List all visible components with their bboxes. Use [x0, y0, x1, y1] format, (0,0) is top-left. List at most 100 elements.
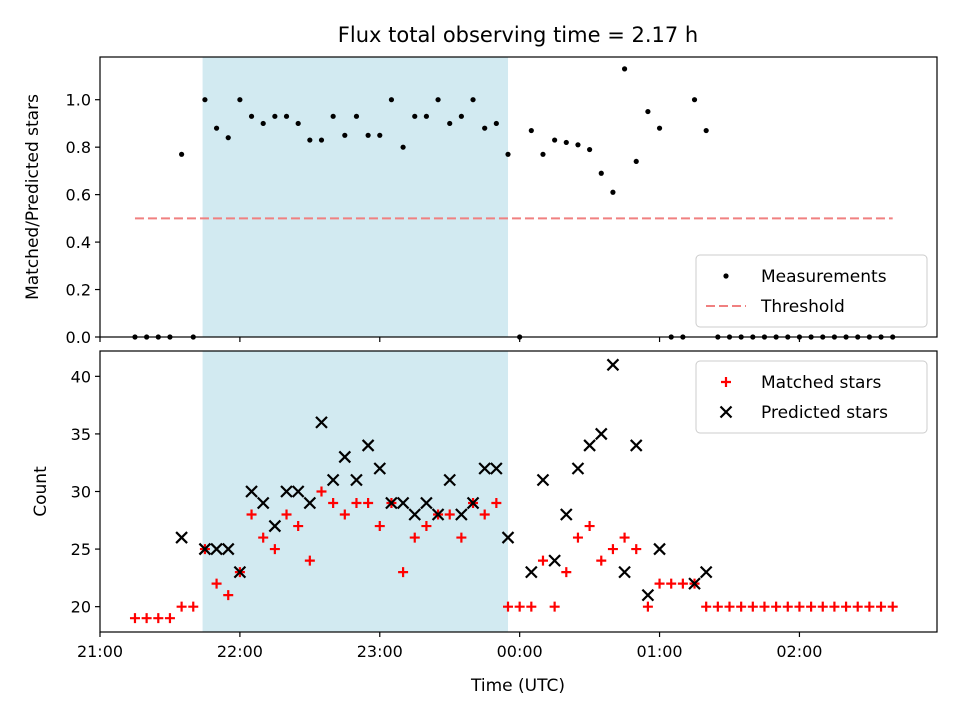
legend-label: Measurements — [761, 267, 887, 287]
y-tick-label: 1.0 — [66, 91, 91, 110]
measurements-point — [552, 137, 558, 143]
predicted-stars-point — [315, 416, 328, 429]
measurements-point — [272, 113, 278, 119]
measurements-point — [388, 97, 395, 103]
legend-marker — [723, 273, 729, 279]
predicted-stars-point — [431, 508, 445, 521]
ratio-axes-frame — [99, 56, 938, 338]
y-tick-label: 0.2 — [66, 281, 91, 300]
measurements-point — [447, 120, 453, 127]
matched-stars-point — [782, 601, 793, 612]
y-tick-label: 35 — [71, 425, 91, 444]
measurements-point — [470, 97, 476, 103]
matched-stars-point — [852, 601, 863, 612]
legend-box — [695, 254, 928, 328]
matched-stars-point — [619, 532, 630, 543]
x-tick-label: 02:00 — [776, 642, 822, 661]
predicted-stars-point — [361, 439, 375, 452]
matched-stars-point — [223, 590, 234, 601]
matched-stars-point — [503, 601, 514, 612]
measurements-point — [318, 137, 325, 143]
predicted-stars-point — [210, 542, 223, 556]
matched-stars-point — [526, 601, 537, 612]
measurements-point — [633, 158, 639, 165]
x-tick-label: 23:00 — [357, 642, 403, 661]
measurements-point — [598, 170, 604, 176]
matched-stars-point — [549, 601, 560, 612]
matched-stars-point — [572, 532, 583, 543]
measurements-point — [412, 113, 418, 119]
matched-stars-point — [607, 544, 618, 555]
matched-stars-point — [316, 486, 327, 497]
matched-stars-point — [211, 578, 222, 589]
matched-stars-point — [736, 601, 747, 612]
predicted-stars-point — [583, 439, 596, 452]
measurements-point — [202, 97, 208, 103]
matched-stars-point — [759, 601, 770, 612]
measurements-point — [179, 151, 185, 157]
matched-stars-point — [141, 613, 152, 624]
measurements-point — [505, 151, 511, 157]
matched-stars-point — [374, 521, 385, 532]
predicted-stars-point — [560, 508, 573, 521]
count-legend: Matched stars Predicted stars — [695, 360, 928, 434]
measurements-point — [377, 132, 383, 138]
measurements-point — [365, 132, 371, 138]
matched-stars-point — [304, 555, 315, 566]
count-shaded-span — [202, 351, 509, 632]
predicted-stars-point — [280, 485, 293, 498]
legend-label: Predicted stars — [761, 403, 888, 423]
y-tick-label: 0.8 — [66, 138, 91, 157]
predicted-stars-point — [653, 542, 666, 556]
measurements-point — [435, 97, 441, 103]
measurements-point — [645, 108, 651, 115]
matched-stars-point — [444, 509, 455, 520]
matched-stars-point — [164, 613, 175, 624]
matched-stars-point — [829, 601, 840, 612]
predicted-stars-point — [699, 565, 713, 579]
measurements-point — [621, 66, 628, 72]
matched-stars-point — [246, 509, 257, 520]
y-tick-label: 0.6 — [66, 186, 91, 205]
predicted-stars-point — [490, 462, 503, 475]
matched-stars-point — [806, 601, 817, 612]
measurements-point — [587, 146, 593, 153]
predicted-stars-point — [594, 427, 608, 441]
predicted-stars-point — [198, 542, 212, 556]
matched-stars-point — [631, 544, 642, 555]
measurements-point — [400, 144, 406, 150]
matched-stars-point — [281, 509, 292, 520]
measurements-point — [307, 137, 313, 143]
matched-stars-point — [456, 532, 467, 543]
predicted-stars-point — [385, 496, 398, 510]
matched-stars-point — [642, 601, 653, 612]
measurements-point — [563, 139, 569, 146]
matched-stars-point — [129, 613, 140, 624]
legend-label: Threshold — [760, 297, 845, 317]
shaded-observing-span — [202, 57, 509, 337]
legend-marker — [719, 405, 733, 419]
matched-stars-point — [398, 567, 409, 578]
matched-stars-point — [351, 498, 362, 509]
predicted-stars-point — [571, 462, 585, 475]
y-tick-label: 30 — [71, 483, 91, 502]
ratio-y-axis-label: Matched/Predicted stars — [23, 94, 43, 300]
predicted-stars-point — [338, 450, 352, 464]
ratio-panel: 0.0 0.2 0.4 0.6 0.8 1.0 Matched/Predicted sta… — [23, 56, 938, 347]
measurements-point — [342, 132, 348, 138]
measurements-point — [248, 113, 255, 119]
predicted-stars-point — [408, 508, 422, 521]
predicted-stars-point — [303, 496, 317, 510]
measurements-point — [458, 113, 464, 119]
predicted-stars-point — [221, 542, 235, 556]
x-tick-label: 21:00 — [77, 642, 123, 661]
matched-stars-point — [269, 544, 280, 555]
matched-stars-point — [794, 601, 805, 612]
matched-stars-point — [479, 509, 490, 520]
matched-stars-point — [724, 601, 735, 612]
count-panel: 20 25 30 35 40 21:00 22:00 23:00 00:00 01:00 02:0… — [31, 350, 938, 661]
measurements-point — [295, 120, 301, 127]
predicted-stars-point — [548, 554, 561, 567]
matched-stars-point — [677, 578, 688, 589]
